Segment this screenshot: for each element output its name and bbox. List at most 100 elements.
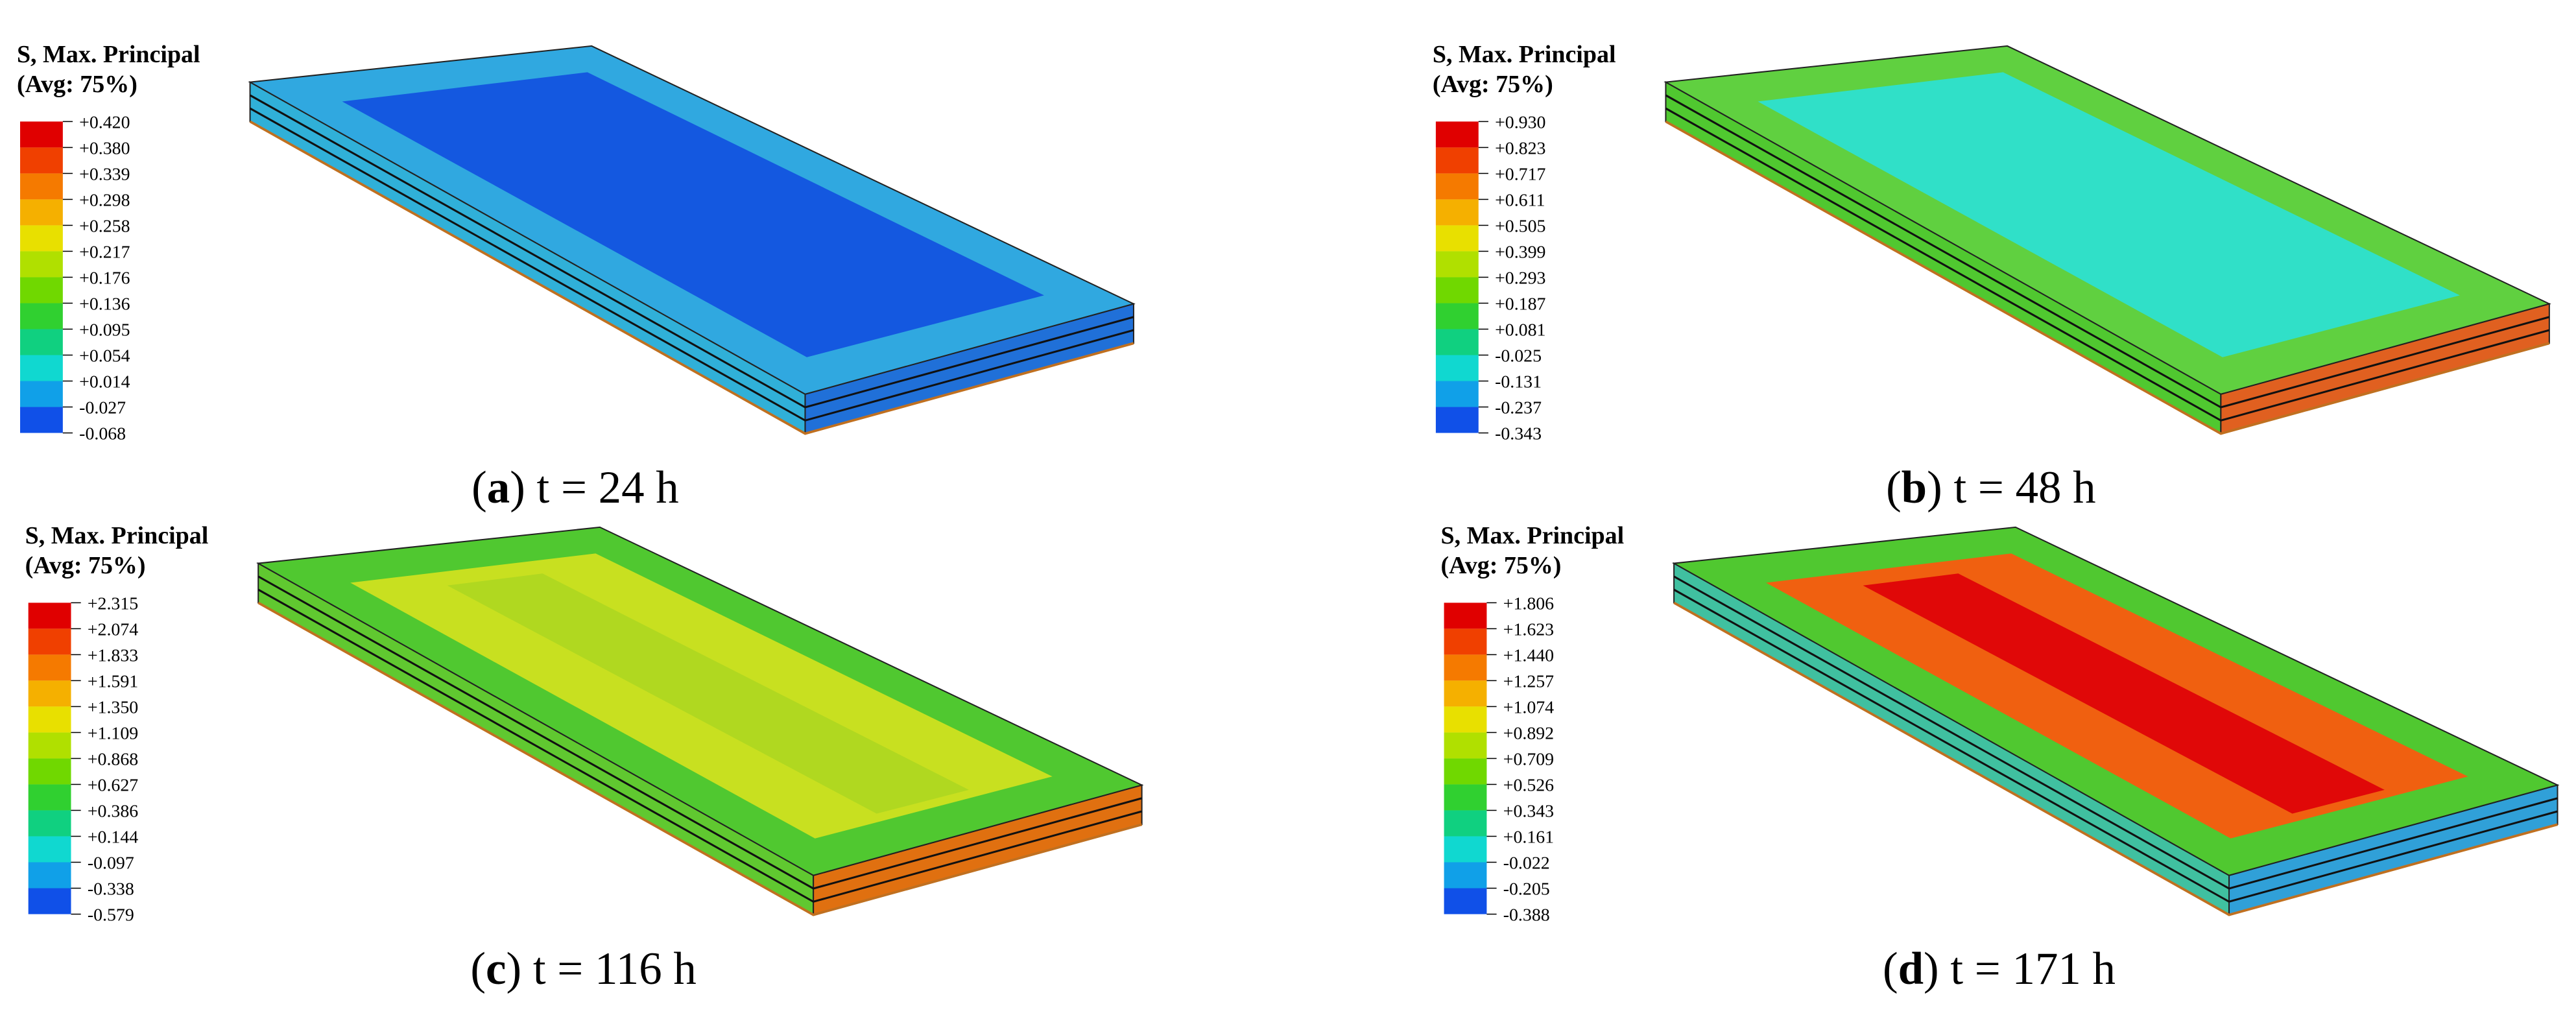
legend-band	[20, 355, 63, 381]
legend-band	[28, 784, 71, 811]
legend-band	[20, 225, 63, 252]
legend-band	[20, 407, 63, 433]
legend-band	[20, 121, 63, 148]
legend-label: +0.054	[79, 346, 130, 366]
legend-label: +0.298	[79, 191, 130, 211]
legend-label: +2.074	[88, 620, 138, 640]
slab	[1671, 526, 2560, 916]
legend-label: +0.386	[88, 802, 138, 822]
legend-band	[20, 173, 63, 200]
legend-label: +0.627	[88, 776, 138, 796]
legend-band	[20, 147, 63, 174]
legend-band	[28, 862, 71, 889]
layer-line	[249, 94, 1134, 409]
caption-part: a	[487, 462, 510, 513]
legend-band	[1435, 121, 1479, 148]
legend-label: -0.097	[88, 854, 134, 874]
legend-label: +1.440	[1503, 646, 1554, 666]
legend-band	[28, 836, 71, 863]
legend-band	[1435, 277, 1479, 304]
legend-label: -0.027	[79, 398, 126, 418]
legend-subtitle: (Avg: 75%)	[17, 71, 137, 98]
legend-title: S, Max. Principal	[17, 41, 200, 68]
slab	[248, 45, 1136, 435]
legend-title: S, Max. Principal	[25, 522, 209, 549]
caption: (d) t = 171 h	[1883, 944, 2116, 994]
legend-subtitle: (Avg: 75%)	[1433, 71, 1553, 98]
legend-band	[1435, 147, 1479, 174]
legend-band	[1444, 888, 1487, 914]
slab-top-inner	[342, 72, 1044, 357]
legend-label: +0.823	[1495, 139, 1545, 159]
legend: S, Max. Principal (Avg: 75%) +1.806 +1.623 +…	[1441, 522, 1625, 925]
legend-band	[20, 381, 63, 407]
legend-band	[20, 199, 63, 226]
caption-part: ) t = 24 h	[510, 462, 679, 513]
legend-band	[1444, 862, 1487, 889]
legend-label: +0.161	[1503, 828, 1554, 848]
legend-label: -0.131	[1495, 372, 1542, 392]
caption-part: ) t = 116 h	[506, 944, 696, 994]
slab	[1664, 45, 2551, 435]
legend-band	[1444, 706, 1487, 733]
legend-label: +1.257	[1503, 672, 1554, 692]
legend-label: +0.144	[88, 828, 138, 848]
legend-label: -0.343	[1495, 424, 1542, 444]
legend-label: +0.258	[79, 217, 130, 237]
legend-label: +0.014	[79, 372, 130, 392]
legend-label: +0.293	[1495, 269, 1545, 289]
legend-band	[1435, 355, 1479, 381]
legend-band	[1444, 758, 1487, 785]
slab-bottom-edge	[249, 120, 1134, 435]
slab-top-stripe	[1863, 573, 2385, 814]
legend-band	[1435, 225, 1479, 252]
layer-line	[1665, 94, 2550, 409]
legend-label: +1.350	[88, 698, 138, 718]
caption: (c) t = 116 h	[470, 944, 696, 994]
legend-band	[1435, 381, 1479, 407]
legend-label: -0.068	[79, 424, 126, 444]
legend-label: +1.109	[88, 724, 138, 744]
legend-label: +1.806	[1503, 594, 1554, 614]
caption-part: (	[1886, 462, 1902, 513]
caption-part: (	[1883, 944, 1898, 994]
legend-band	[1435, 329, 1479, 355]
legend-title: S, Max. Principal	[1441, 522, 1625, 549]
legend-band	[1444, 680, 1487, 707]
legend-band	[1444, 810, 1487, 837]
layer-line	[249, 107, 1134, 422]
legend-label: +0.930	[1495, 113, 1545, 133]
legend-band	[28, 680, 71, 707]
panel: S, Max. Principal (Avg: 75%) +0.930 +0.823 +…	[1433, 41, 2551, 513]
caption-part: c	[486, 944, 506, 994]
legend-band	[1444, 603, 1487, 629]
caption-part: ) t = 171 h	[1924, 944, 2116, 994]
legend-band	[28, 810, 71, 837]
caption: (a) t = 24 h	[471, 462, 679, 513]
panel: S, Max. Principal (Avg: 75%) +0.420 +0.380 +…	[17, 41, 1136, 513]
legend-label: +0.095	[79, 320, 130, 340]
legend-band	[20, 329, 63, 355]
legend-label: -0.579	[88, 905, 134, 925]
legend-band	[1444, 732, 1487, 759]
legend-label: +0.526	[1503, 776, 1554, 796]
layer-line	[1673, 588, 2558, 903]
legend-subtitle: (Avg: 75%)	[1441, 552, 1562, 579]
legend-label: +0.176	[79, 269, 130, 289]
legend-label: +1.591	[88, 672, 138, 692]
legend-label: +0.892	[1503, 724, 1554, 744]
legend-label: +0.187	[1495, 294, 1545, 315]
legend-label: +1.074	[1503, 698, 1554, 718]
legend-label: -0.237	[1495, 398, 1542, 418]
legend-label: +0.709	[1503, 750, 1554, 770]
legend-label: +0.611	[1495, 191, 1545, 211]
slab-bottom-edge	[1665, 120, 2550, 435]
legend-label: +1.623	[1503, 620, 1554, 640]
legend-label: +1.833	[88, 646, 138, 666]
caption-part: (	[470, 944, 486, 994]
legend-band	[28, 654, 71, 681]
legend-band	[28, 628, 71, 655]
slab-top-inner	[1758, 72, 2460, 357]
legend-band	[1435, 407, 1479, 433]
